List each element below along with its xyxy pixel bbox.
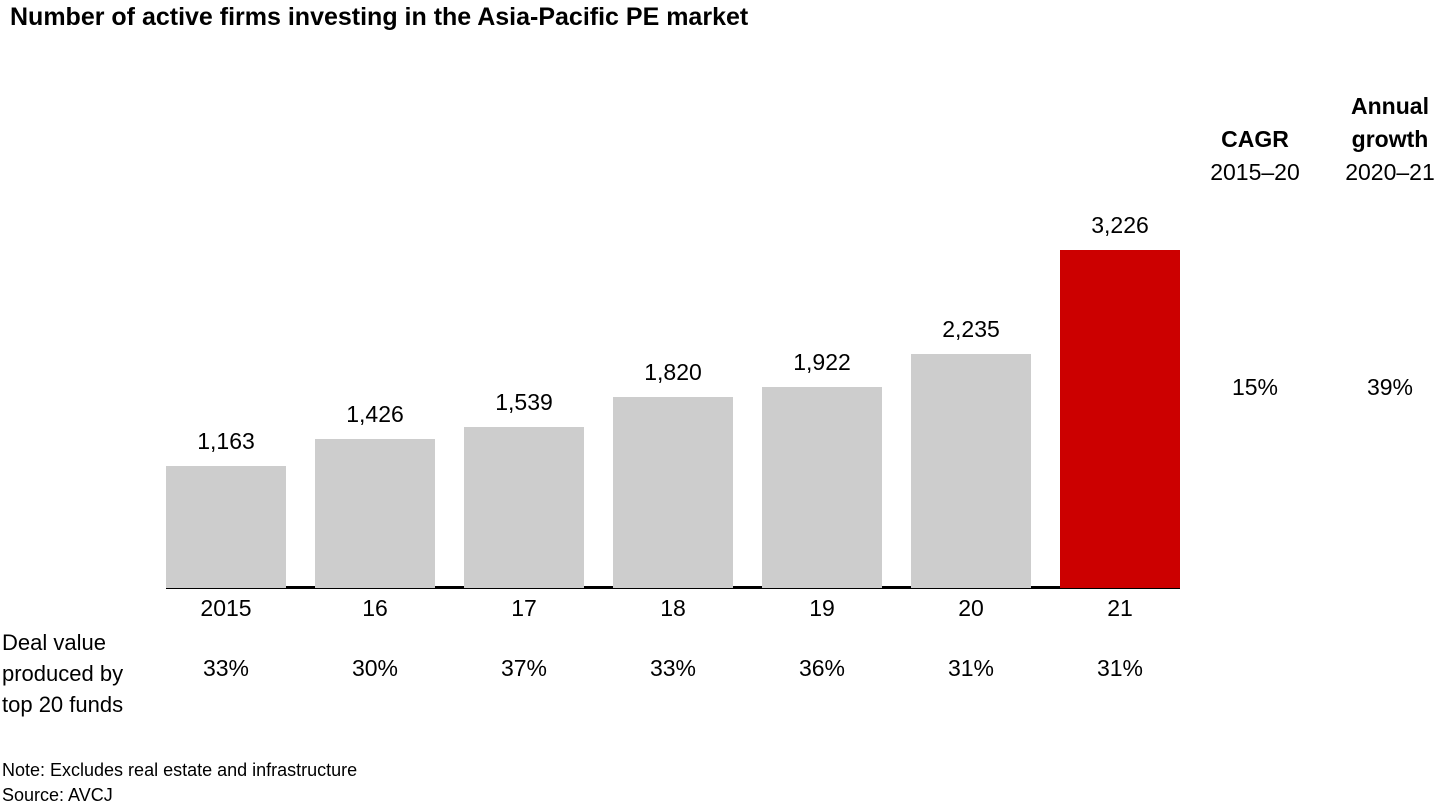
- bar-value-17: 1,539: [495, 389, 553, 415]
- x-axis-label-2015: 2015: [200, 595, 252, 621]
- bar-18: [613, 397, 733, 588]
- bar-21: [1060, 250, 1180, 588]
- bar-value-20: 2,235: [942, 316, 1000, 342]
- deal-value-row-label: Deal value produced by top 20 funds: [2, 630, 124, 717]
- bar-17: [464, 427, 584, 588]
- annual-growth-header: Annual growth: [1351, 93, 1429, 152]
- deal-value-pct-18: 33%: [649, 655, 697, 681]
- deal-value-pct-19: 36%: [798, 655, 846, 681]
- deal-value-pct-20: 31%: [947, 655, 995, 681]
- x-axis-label-16: 16: [362, 595, 388, 621]
- annual-growth-period: 2020–21: [1345, 159, 1435, 185]
- deal-value-pct-21: 31%: [1096, 655, 1144, 681]
- bar-16: [315, 439, 435, 588]
- x-axis-label-21: 21: [1107, 595, 1133, 621]
- footer-notes: Note: Excludes real estate and infrastru…: [2, 758, 357, 808]
- bar-value-18: 1,820: [644, 359, 702, 385]
- bar-value-21: 3,226: [1091, 212, 1149, 238]
- bar-19: [762, 387, 882, 588]
- bar-value-19: 1,922: [793, 349, 851, 375]
- x-axis-label-17: 17: [511, 595, 537, 621]
- annual-growth-value: 39%: [1366, 374, 1414, 400]
- cagr-period: 2015–20: [1210, 159, 1300, 185]
- deal-value-pct-16: 30%: [351, 655, 399, 681]
- cagr-value: 15%: [1231, 374, 1279, 400]
- bar-2015: [166, 466, 286, 588]
- x-axis-label-18: 18: [660, 595, 686, 621]
- cagr-header: CAGR: [1221, 126, 1289, 152]
- deal-value-pct-2015: 33%: [202, 655, 250, 681]
- bar-value-16: 1,426: [346, 401, 404, 427]
- x-axis-label-19: 19: [809, 595, 835, 621]
- bar-value-2015: 1,163: [197, 428, 255, 454]
- note-text: Note: Excludes real estate and infrastru…: [2, 760, 358, 780]
- bar-20: [911, 354, 1031, 588]
- source-text: Source: AVCJ: [2, 785, 113, 805]
- chart-title: Number of active firms investing in the …: [10, 3, 749, 31]
- x-axis-label-20: 20: [958, 595, 984, 621]
- deal-value-pct-17: 37%: [500, 655, 548, 681]
